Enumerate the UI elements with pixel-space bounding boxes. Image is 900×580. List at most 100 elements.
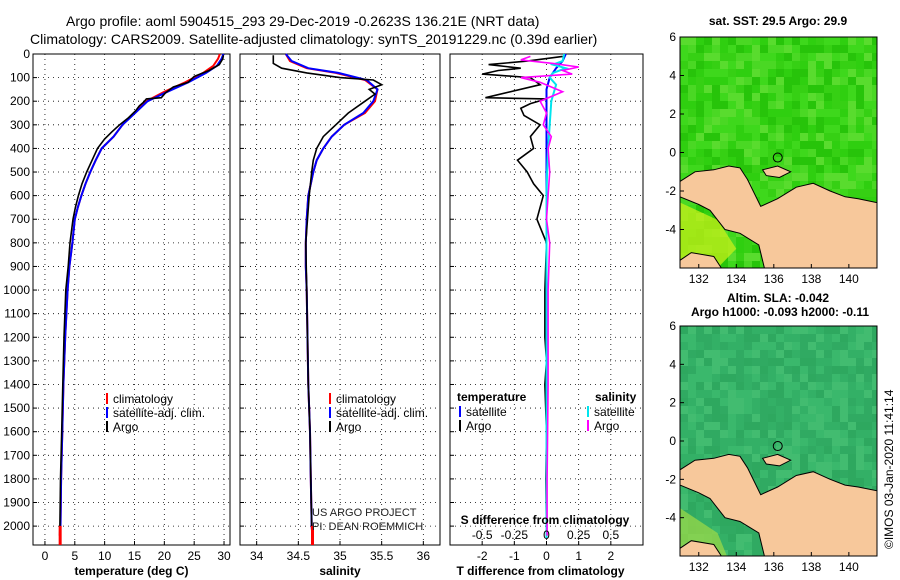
sst_map-cell: [768, 141, 776, 149]
sla_map-cell: [824, 366, 832, 374]
sla_map-cell: [848, 422, 856, 430]
sla_map-cell: [808, 366, 816, 374]
sst_map-cell: [680, 141, 688, 149]
sst_map-cell: [872, 189, 877, 197]
sst_map-cell: [808, 85, 816, 93]
sla_map-cell: [784, 374, 792, 382]
sst_map-cell: [848, 141, 856, 149]
sst_map-cell: [768, 77, 776, 85]
sla_map-cell: [784, 406, 792, 414]
sla_map-cell: [808, 422, 816, 430]
sst_map-cell: [816, 61, 824, 69]
sla_map-cell: [864, 342, 872, 350]
sla_map-cell: [776, 430, 784, 438]
sla_map-cell: [856, 390, 864, 398]
sla_map-cell: [776, 358, 784, 366]
sla_map-cell: [824, 470, 832, 478]
sst_map-cell: [776, 45, 784, 53]
sst_map-cell: [800, 173, 808, 181]
sst_map-cell: [848, 189, 856, 197]
sst_map-cell: [832, 125, 840, 133]
sst_map-cell: [840, 133, 848, 141]
sst_map-cell: [824, 125, 832, 133]
sla_map-cell: [728, 542, 736, 550]
sla_map-cell: [760, 478, 768, 486]
sla_map-cell: [760, 414, 768, 422]
sst_map-cell: [744, 77, 752, 85]
sst_map-cell: [816, 53, 824, 61]
sla_map-cell: [840, 422, 848, 430]
sst_map-cell: [704, 61, 712, 69]
sst_map-cell: [768, 53, 776, 61]
sla_map-cell: [856, 446, 864, 454]
sst_map-cell: [872, 141, 877, 149]
sst_map-cell: [736, 69, 744, 77]
sst_map-cell: [832, 109, 840, 117]
sla_map-cell: [680, 382, 688, 390]
legend-label: Argo: [113, 420, 139, 434]
sst_map-cell: [840, 53, 848, 61]
sst_map-cell: [704, 45, 712, 53]
sst_map-cell: [736, 245, 744, 253]
sst_map-cell: [704, 125, 712, 133]
sla_map-cell: [856, 334, 864, 342]
sla_map-cell: [840, 374, 848, 382]
sla_map-cell: [728, 526, 736, 534]
sla_map-cell: [792, 374, 800, 382]
sst_map-cell: [696, 149, 704, 157]
sst_map-cell: [784, 117, 792, 125]
sst_map-cell: [800, 109, 808, 117]
sla_map-cell: [752, 550, 760, 556]
sst_map-cell: [776, 93, 784, 101]
sla_map-cell: [800, 438, 808, 446]
sla_map-cell: [808, 390, 816, 398]
sst_map-cell: [784, 109, 792, 117]
sla_map-cell: [688, 438, 696, 446]
sst_map-cell: [768, 117, 776, 125]
sla_map-cell: [696, 334, 704, 342]
sst_map-cell: [768, 93, 776, 101]
sla_map-cell: [864, 334, 872, 342]
sla_map-cell: [848, 374, 856, 382]
sla_map-cell: [816, 326, 824, 334]
sla_map-cell: [728, 550, 736, 556]
sst_map-cell: [784, 69, 792, 77]
sla_map-cell: [696, 414, 704, 422]
sla_map-cell: [688, 510, 696, 518]
sst_map-cell: [840, 45, 848, 53]
sst_map-cell: [864, 133, 872, 141]
sla_map-cell: [792, 438, 800, 446]
sla_map-cell: [776, 470, 784, 478]
sla_map-cell: [768, 470, 776, 478]
sst_map-cell: [784, 77, 792, 85]
sst_map-cell: [840, 189, 848, 197]
sst_map-cell: [760, 133, 768, 141]
sla_map-cell: [768, 326, 776, 334]
sst_map-cell: [752, 181, 760, 189]
sst_map-cell: [864, 45, 872, 53]
sla_map-cell: [760, 398, 768, 406]
sla_map-cell: [808, 414, 816, 422]
sst_map-cell: [784, 53, 792, 61]
sst_map-cell: [864, 141, 872, 149]
sla_map-cell: [760, 446, 768, 454]
difference-xtick-label: -1: [509, 549, 520, 563]
sst_map-cell: [680, 77, 688, 85]
sla_map-cell: [752, 534, 760, 542]
sst_map-cell: [696, 37, 704, 45]
sla_map-cell: [840, 470, 848, 478]
sst_map-xtick-label: 140: [839, 272, 859, 286]
sst_map-cell: [688, 45, 696, 53]
sla_map-cell: [712, 326, 720, 334]
sla_map-cell: [752, 406, 760, 414]
sst_map-cell: [792, 37, 800, 45]
sla_map-cell: [712, 430, 720, 438]
sla_map-cell: [856, 478, 864, 486]
sst_map-cell: [704, 53, 712, 61]
sla_map-cell: [768, 422, 776, 430]
sla_map-cell: [760, 470, 768, 478]
sst_map-cell: [768, 85, 776, 93]
sla_map-cell: [768, 462, 776, 470]
sst_map-cell: [840, 85, 848, 93]
sla_map-cell: [800, 374, 808, 382]
